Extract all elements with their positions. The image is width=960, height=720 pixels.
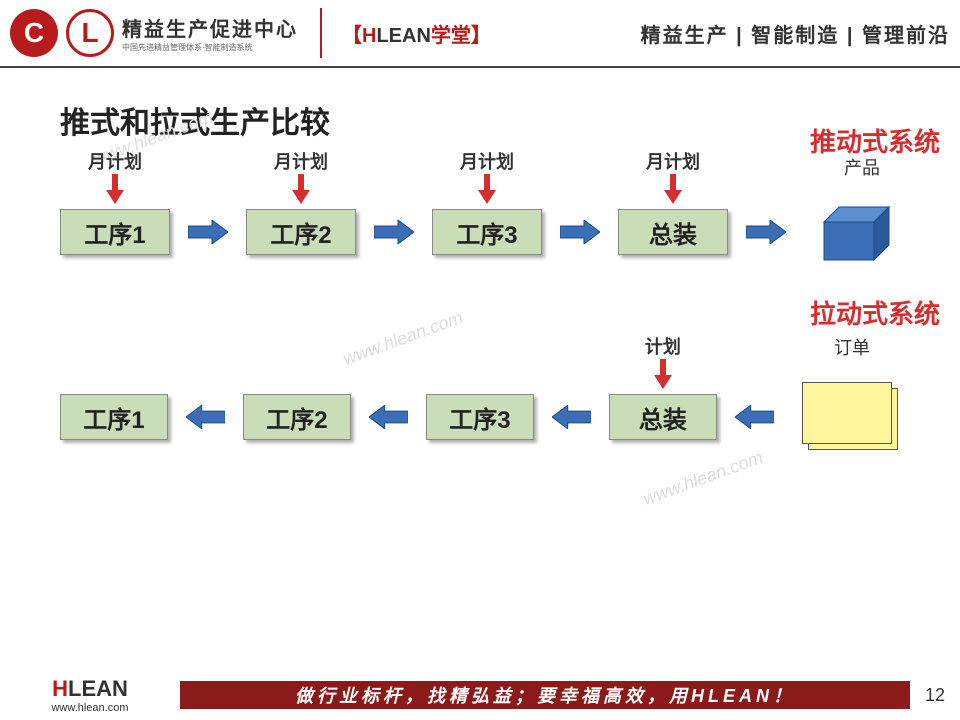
push-row: 推动式系统 产品 月计划 工序1 月计划 工序2 月计划 工序3 月计划 总装 bbox=[60, 202, 900, 262]
watermark: www.hlean.com bbox=[340, 307, 466, 370]
arrow-down-icon bbox=[292, 174, 310, 211]
arrow-down-icon bbox=[478, 174, 496, 211]
arrow-down-icon bbox=[654, 359, 672, 396]
pull-box-2: 工序2 bbox=[243, 394, 351, 440]
footer-url: www.hlean.com bbox=[0, 702, 180, 714]
product-cube-icon bbox=[814, 202, 894, 262]
arrow-right-icon bbox=[746, 220, 786, 244]
arrow-right-icon bbox=[188, 220, 228, 244]
page-number: 12 bbox=[910, 685, 960, 706]
page-title: 推式和拉式生产比较 bbox=[60, 98, 900, 142]
plan-label: 月计划 bbox=[274, 148, 328, 174]
logo-subtitle: 中国先进精益管理体系·智能制造系统 bbox=[122, 42, 298, 53]
arrow-right-icon bbox=[374, 220, 414, 244]
hlean-badge: 【HLEAN学堂】 bbox=[342, 19, 491, 48]
arrow-left-icon bbox=[552, 405, 591, 429]
arrow-down-icon bbox=[664, 174, 682, 211]
watermark: www.hlean.com bbox=[640, 447, 766, 510]
footer-logo: HLEAN www.hlean.com bbox=[0, 676, 180, 714]
push-box-1: 月计划 工序1 bbox=[60, 209, 170, 255]
push-box-2: 月计划 工序2 bbox=[246, 209, 356, 255]
arrow-left-icon bbox=[735, 405, 774, 429]
order-label: 订单 bbox=[834, 334, 870, 360]
footer-slogan: 做行业标杆，找精弘益；要幸福高效，用HLEAN！ bbox=[180, 681, 910, 709]
logo-area: L 精益生产促进中心 中国先进精益管理体系·智能制造系统 bbox=[10, 9, 300, 57]
order-papers-icon bbox=[802, 382, 900, 452]
push-box-4: 月计划 总装 bbox=[618, 209, 728, 255]
footer: HLEAN www.hlean.com 做行业标杆，找精弘益；要幸福高效，用HL… bbox=[0, 670, 960, 720]
header: L 精益生产促进中心 中国先进精益管理体系·智能制造系统 【HLEAN学堂】 精… bbox=[0, 0, 960, 68]
logo-c-icon bbox=[10, 9, 58, 57]
pull-box-1: 工序1 bbox=[60, 394, 168, 440]
plan-label: 计划 bbox=[645, 333, 681, 359]
content: 推式和拉式生产比较 www.hlean.com www.hlean.com ww… bbox=[0, 68, 960, 502]
pull-box-4: 计划 总装 bbox=[609, 394, 717, 440]
pull-row: 拉动式系统 订单 工序1 工序2 工序3 计划 总装 bbox=[60, 382, 900, 452]
plan-label: 月计划 bbox=[460, 148, 514, 174]
header-right-text: 精益生产 | 智能制造 | 管理前沿 bbox=[641, 19, 950, 48]
push-box-3: 月计划 工序3 bbox=[432, 209, 542, 255]
plan-label: 月计划 bbox=[88, 148, 142, 174]
product-label: 产品 bbox=[844, 154, 880, 180]
arrow-down-icon bbox=[106, 174, 124, 211]
plan-label: 月计划 bbox=[646, 148, 700, 174]
logo-l-icon: L bbox=[66, 9, 114, 57]
pull-box-3: 工序3 bbox=[426, 394, 534, 440]
arrow-left-icon bbox=[186, 405, 225, 429]
arrow-right-icon bbox=[560, 220, 600, 244]
pull-system-label: 拉动式系统 bbox=[810, 294, 940, 331]
logo-title: 精益生产促进中心 bbox=[122, 13, 298, 42]
divider bbox=[320, 8, 322, 58]
arrow-left-icon bbox=[369, 405, 408, 429]
